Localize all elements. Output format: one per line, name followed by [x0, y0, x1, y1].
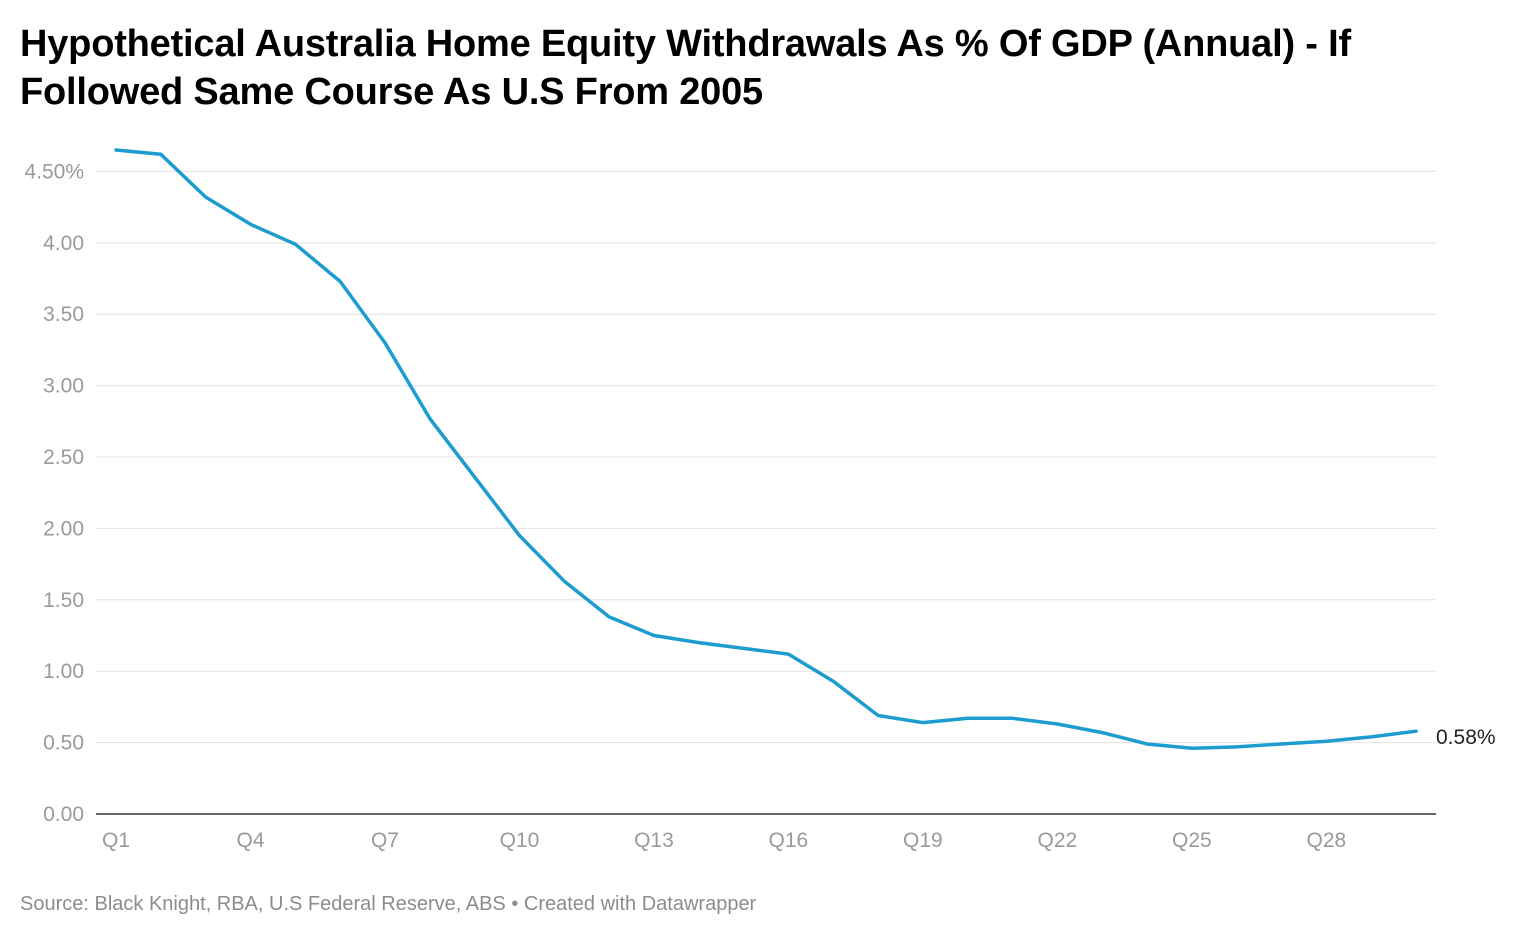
end-value-label: 0.58% — [1436, 726, 1496, 749]
y-tick-label: 1.50 — [43, 589, 84, 612]
y-tick-label: 4.50% — [24, 160, 84, 183]
y-tick-label: 2.50 — [43, 446, 84, 469]
chart-title: Hypothetical Australia Home Equity Withd… — [20, 23, 1351, 113]
y-tick-label: 1.00 — [43, 660, 84, 683]
y-tick-label: 0.50 — [43, 732, 84, 755]
source-footer: Source: Black Knight, RBA, U.S Federal R… — [20, 893, 757, 915]
x-tick-label: Q10 — [500, 829, 540, 852]
x-tick-label: Q25 — [1172, 829, 1212, 852]
y-tick-label: 3.00 — [43, 375, 84, 398]
x-tick-label: Q1 — [102, 829, 130, 852]
x-tick-label: Q19 — [903, 829, 943, 852]
y-tick-label: 4.00 — [43, 232, 84, 255]
x-tick-label: Q13 — [634, 829, 674, 852]
x-tick-label: Q22 — [1038, 829, 1078, 852]
x-tick-label: Q7 — [371, 829, 399, 852]
x-tick-label: Q16 — [769, 829, 809, 852]
y-axis-labels: 0.00 0.50 1.00 1.50 2.00 2.50 3.00 3.50 4.00 4.50… — [24, 160, 84, 826]
line-chart: 0.00 0.50 1.00 1.50 2.00 2.50 3.00 3.50 4.00 4.50… — [24, 148, 1496, 852]
x-axis-labels: Q1 Q4 Q7 Q10 Q13 Q16 Q19 Q22 Q25 Q28 — [102, 829, 1346, 852]
x-tick-label: Q28 — [1306, 829, 1346, 852]
x-tick-label: Q4 — [236, 829, 264, 852]
y-tick-label: 0.00 — [43, 803, 84, 826]
y-tick-label: 3.50 — [43, 303, 84, 326]
y-tick-label: 2.00 — [43, 517, 84, 540]
series-line — [114, 148, 1418, 751]
gridlines — [96, 170, 1436, 744]
series-lines — [114, 148, 1418, 751]
